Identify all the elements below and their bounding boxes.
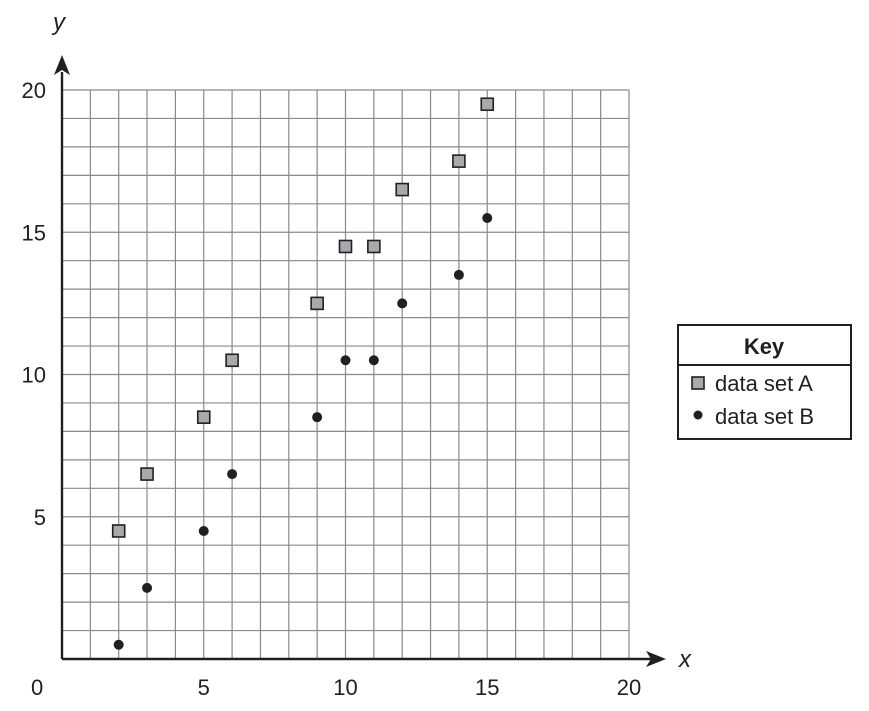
data-point-b <box>397 298 408 309</box>
y-tick-label: 20 <box>22 78 46 103</box>
data-point-a <box>225 353 239 368</box>
data-point-a <box>140 467 154 481</box>
x-tick-labels: 0 5 10 15 20 <box>31 675 641 700</box>
y-tick-label: 10 <box>22 363 46 388</box>
y-axis-label: y <box>51 9 67 36</box>
x-axis-arrow-icon <box>646 651 666 667</box>
data-point-a <box>480 97 495 112</box>
y-axis-arrow-icon <box>54 55 70 75</box>
data-point-b <box>227 469 238 480</box>
legend-entry-b: data set B <box>715 404 814 429</box>
legend-dot-icon <box>693 410 703 420</box>
y-tick-labels: 5 10 15 20 <box>22 78 46 530</box>
data-points <box>111 97 495 650</box>
legend-title: Key <box>744 334 785 359</box>
data-point-a <box>452 154 466 168</box>
y-tick-label: 15 <box>22 220 46 245</box>
data-point-b <box>482 213 493 224</box>
legend-box <box>677 324 852 440</box>
data-point-a <box>395 182 410 197</box>
legend-entry-a: data set A <box>715 371 813 396</box>
axes: x y <box>51 9 692 673</box>
x-tick-label: 10 <box>333 675 357 700</box>
y-tick-label: 5 <box>34 505 46 530</box>
data-point-a <box>338 239 353 254</box>
data-point-b <box>453 269 464 280</box>
x-tick-label: 5 <box>198 675 210 700</box>
x-tick-label: 15 <box>475 675 499 700</box>
data-point-b <box>368 355 379 366</box>
legend: Key data set A data set B <box>677 324 852 440</box>
data-point-b <box>113 639 124 650</box>
x-axis-label: x <box>678 646 692 673</box>
x-tick-label: 0 <box>31 675 43 700</box>
data-point-b <box>312 412 323 423</box>
data-point-a <box>310 296 324 311</box>
data-point-b <box>142 582 153 593</box>
legend-square-icon <box>691 376 705 390</box>
data-point-a <box>196 410 211 424</box>
x-tick-label: 20 <box>617 675 641 700</box>
data-point-b <box>198 525 209 536</box>
data-point-a <box>367 239 381 254</box>
data-point-a <box>111 524 126 538</box>
grid <box>62 89 630 659</box>
data-point-b <box>340 355 351 366</box>
